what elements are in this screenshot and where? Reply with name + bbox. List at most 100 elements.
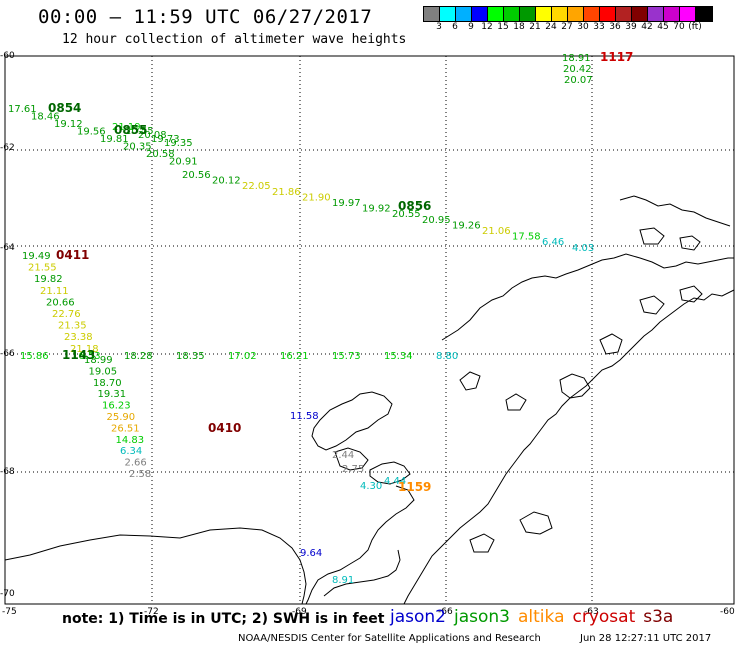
wave-height-value: 18.70 [93, 378, 122, 389]
color-scale-label: 15 [497, 22, 509, 32]
longitude-label: -72 [144, 607, 159, 617]
latitude-label: -66 [0, 349, 15, 359]
color-swatch [504, 7, 520, 21]
wave-height-value: 18.28 [124, 351, 153, 362]
color-scale-label: 3 [436, 22, 442, 32]
color-swatch [456, 7, 472, 21]
pass-time-label: 0410 [208, 421, 241, 435]
wave-height-value: 19.56 [77, 127, 106, 138]
wave-height-value: 2.44 [332, 450, 354, 461]
ross-sea-coast [4, 527, 307, 605]
wave-height-value: 19.82 [34, 274, 63, 285]
antarctic-peninsula-coast [403, 253, 735, 605]
coastline [4, 195, 735, 605]
footer-credit: NOAA/NESDIS Center for Satellite Applica… [238, 633, 541, 644]
color-swatch [616, 7, 632, 21]
color-scale-label: 36 [609, 22, 621, 32]
color-scale-label: 33 [593, 22, 605, 32]
wave-height-value: 21.18 [70, 344, 99, 355]
wave-height-value: 18.91 [562, 53, 591, 64]
legend-entry: jason2 [390, 607, 446, 627]
longitude-label: -75 [2, 607, 17, 617]
wave-height-value: 21.86 [272, 187, 301, 198]
wave-height-value: 16.23 [102, 401, 131, 412]
legend-entry: jason3 [454, 607, 510, 627]
wave-height-value: 20.56 [182, 170, 211, 181]
wave-height-value: 4.03 [572, 243, 594, 254]
wave-height-value: 23.38 [64, 332, 93, 343]
wave-height-value: 26.51 [111, 423, 140, 434]
altimeter-track: 17.6118.4619.1219.5619.8120.3520.5820.91… [8, 101, 198, 168]
pass-time-label: 1117 [600, 50, 633, 64]
wave-height-value: 18.46 [31, 112, 60, 123]
color-scale-label: 18 [513, 22, 525, 32]
color-swatch [440, 7, 456, 21]
pass-time-label: 0854 [48, 101, 81, 115]
adelaide-island-coast [369, 461, 411, 485]
wave-height-value: 20.58 [146, 149, 175, 160]
wave-height-value: 20.95 [422, 215, 451, 226]
color-scale-label: 39 [625, 22, 637, 32]
wave-height-value: 18.35 [176, 351, 205, 362]
peninsula-islands [459, 285, 703, 553]
wave-height-value: 19.31 [98, 389, 127, 400]
color-scale-label: 24 [545, 22, 557, 32]
george-vi-coast [305, 485, 415, 605]
color-swatch [632, 7, 648, 21]
pass-time-label: 1159 [398, 480, 431, 494]
legend-entry: cryosat [572, 607, 636, 627]
color-swatch [568, 7, 584, 21]
wave-height-value: 19.49 [22, 251, 51, 262]
south-shetland-coast [619, 195, 731, 251]
pass-time-label: 0856 [398, 199, 431, 213]
latitude-label: -60 [0, 51, 15, 61]
footer-note: note: 1) Time is in UTC; 2) SWH is in fe… [62, 611, 385, 627]
wave-height-value: 19.05 [89, 366, 118, 377]
color-swatch [488, 7, 504, 21]
wave-height-value: 19.26 [452, 220, 481, 231]
wave-height-value: 20.55 [392, 209, 421, 220]
wave-height-value: 19.73 [151, 134, 180, 145]
map-frame [4, 55, 735, 605]
satellite-legend: jason2 jason3 altika cryosat s3a [390, 607, 681, 627]
color-scale-label: 30 [577, 22, 589, 32]
pass-time-label: 1143 [62, 348, 95, 362]
wave-height-value: 17.61 [8, 104, 37, 115]
wave-height-value: 20.07 [564, 75, 593, 86]
color-scale-label: 21 [529, 22, 541, 32]
color-scale-label: (ft) [688, 22, 702, 32]
wave-height-value: 2.75 [342, 464, 364, 475]
color-scale-label: 12 [481, 22, 493, 32]
color-scale-label: 70 [673, 22, 685, 32]
wave-height-value: 20.55 [125, 126, 154, 137]
altimeter-track: 18.9919.0518.7019.3116.2325.9026.5114.83… [84, 355, 241, 480]
wave-height-value: 20.42 [563, 64, 592, 75]
wave-height-value: 2.58 [129, 469, 151, 480]
wave-height-value: 6.46 [542, 237, 564, 248]
color-swatch [424, 7, 440, 21]
wave-height-value: 17.02 [228, 351, 257, 362]
wave-height-value: 19.35 [164, 138, 193, 149]
chart-subtitle: 12 hour collection of altimeter wave hei… [62, 32, 407, 47]
wave-height-value: 22.05 [242, 181, 271, 192]
wave-height-value: 18.99 [84, 355, 113, 366]
altimeter-track: 20.5620.1222.0521.8621.9019.9719.9220.55… [182, 170, 594, 254]
wave-height-value: 15.73 [332, 351, 361, 362]
longitude-label: -66 [438, 607, 453, 617]
wave-height-value: 20.12 [212, 176, 241, 187]
color-scale-label: 6 [452, 22, 458, 32]
color-swatch [664, 7, 680, 21]
wave-height-value: 21.11 [40, 286, 69, 297]
wave-height-value: 19.92 [362, 204, 391, 215]
color-swatch [648, 7, 664, 21]
wave-height-value: 19.81 [100, 134, 129, 145]
footer-timestamp: Jun 28 12:27:11 UTC 2017 [580, 633, 712, 644]
charcot-island-coast [334, 447, 369, 471]
color-scale-bar [423, 6, 713, 22]
wave-height-value: 20.66 [46, 297, 75, 308]
wave-height-value: 20.08 [138, 130, 167, 141]
wave-height-value: 21.90 [302, 192, 331, 203]
